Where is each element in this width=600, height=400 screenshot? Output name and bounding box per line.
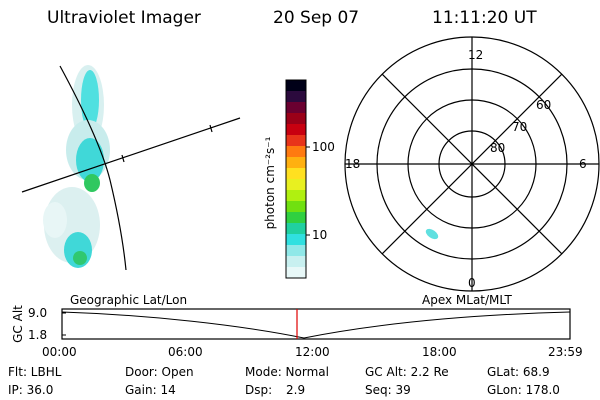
orbit-tick xyxy=(121,154,125,163)
terminator-curve xyxy=(59,65,127,271)
colorbar-band xyxy=(286,256,306,268)
mlat-label-60: 60 xyxy=(536,98,552,112)
door-status: Door: Open xyxy=(125,365,194,379)
gc-alt-axis-title: GC Alt xyxy=(11,305,25,343)
dsp-value: 2.9 xyxy=(286,383,306,397)
colorbar-tick-100: 100 xyxy=(312,140,335,154)
colorbar-band xyxy=(286,179,306,191)
mlt-label-18: 18 xyxy=(345,157,361,171)
y-tick-1-8: 1.8 xyxy=(28,328,48,342)
mode-status: Mode: Normal xyxy=(245,365,329,379)
mlat-label-70: 70 xyxy=(512,120,528,134)
colorbar-band xyxy=(286,80,306,92)
x-tick-1800: 18:00 xyxy=(422,345,457,359)
colorbar-band xyxy=(286,146,306,158)
polar-plot xyxy=(344,36,600,292)
colorbar-tick-10: 10 xyxy=(312,228,328,242)
colorbar-band xyxy=(286,267,306,279)
colorbar-band xyxy=(286,190,306,202)
colorbar-band xyxy=(286,102,306,114)
aurora-blob xyxy=(73,251,87,265)
aurora-emission-blobs xyxy=(43,65,110,268)
dsp-label: Dsp: xyxy=(245,383,273,397)
altitude-curve xyxy=(61,311,571,339)
geographic-coords-label: Geographic Lat/Lon xyxy=(70,293,188,307)
glon-status: GLon: 178.0 xyxy=(487,383,560,397)
instrument-title: Ultraviolet Imager xyxy=(47,8,201,28)
x-tick-1200: 12:00 xyxy=(295,345,330,359)
orbit-tick xyxy=(209,124,213,133)
polar-diagonal xyxy=(381,73,563,255)
colorbar-band xyxy=(286,124,306,136)
ip-status: IP: 36.0 xyxy=(8,383,54,397)
colorbar-band xyxy=(286,113,306,125)
mlat-label-80: 80 xyxy=(490,141,506,155)
filter-status: Flt: LBHL xyxy=(8,365,62,379)
gc-alt-status: GC Alt: 2.2 Re xyxy=(365,365,449,379)
colorbar-band xyxy=(286,91,306,103)
colorbar xyxy=(286,80,306,279)
mlt-label-6: 6 xyxy=(579,157,587,171)
mlt-label-0: 0 xyxy=(468,276,476,290)
colorbar-band xyxy=(286,135,306,147)
aurora-blob xyxy=(43,202,67,238)
mlt-label-12: 12 xyxy=(468,48,484,62)
date-label: 20 Sep 07 xyxy=(273,8,360,28)
aurora-blob xyxy=(84,174,100,192)
x-tick-0000: 00:00 xyxy=(42,345,77,359)
x-tick-2359: 23:59 xyxy=(548,345,583,359)
colorbar-frame xyxy=(285,79,307,279)
glat-status: GLat: 68.9 xyxy=(487,365,550,379)
time-label: 11:11:20 UT xyxy=(432,8,537,28)
colorbar-band xyxy=(286,223,306,235)
seq-status: Seq: 39 xyxy=(365,383,411,397)
orbit-track-line xyxy=(21,117,241,193)
colorbar-title: photon cm⁻²s⁻¹ xyxy=(263,136,277,230)
colorbar-band xyxy=(286,157,306,169)
colorbar-band xyxy=(286,245,306,257)
timeline-frame xyxy=(61,308,571,340)
colorbar-band xyxy=(286,234,306,246)
apex-coords-label: Apex MLat/MLT xyxy=(422,293,512,307)
colorbar-band xyxy=(286,212,306,224)
polar-emission-spot xyxy=(425,228,439,240)
gain-status: Gain: 14 xyxy=(125,383,176,397)
y-tick-9: 9.0 xyxy=(28,306,48,320)
x-tick-0600: 06:00 xyxy=(168,345,203,359)
colorbar-band xyxy=(286,201,306,213)
colorbar-band xyxy=(286,168,306,180)
